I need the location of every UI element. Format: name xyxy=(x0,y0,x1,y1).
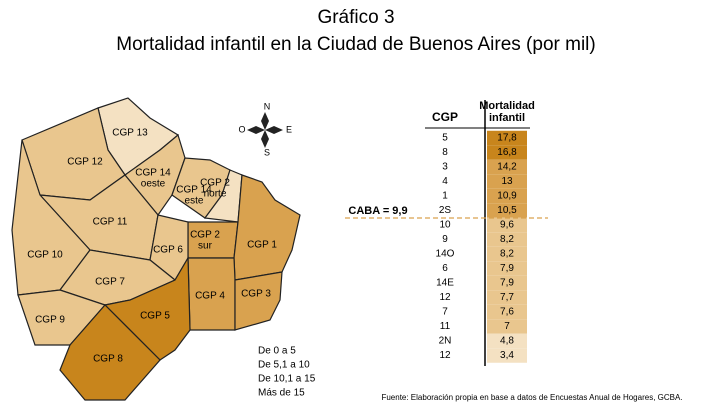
district xyxy=(203,169,243,223)
value-cell xyxy=(487,304,527,320)
value-text: 7,9 xyxy=(500,263,514,274)
value-text: 8,2 xyxy=(500,234,514,245)
value-cell xyxy=(487,159,527,175)
value-text: 7,9 xyxy=(500,278,514,289)
map-label: CGP 8 xyxy=(93,354,123,365)
district xyxy=(59,304,161,401)
value-text: 4,8 xyxy=(500,336,514,347)
map-label: CGP 2 norte xyxy=(200,177,230,199)
map-label: CGP 12 xyxy=(67,157,103,168)
cgp-cell: 3 xyxy=(442,162,448,173)
value-text: 7 xyxy=(504,321,510,332)
value-cell xyxy=(487,348,527,363)
value-text: 16,8 xyxy=(497,147,517,158)
subtitle: Mortalidad infantil en la Ciudad de Buen… xyxy=(116,34,595,55)
value-cell xyxy=(487,275,527,291)
value-text: 8,2 xyxy=(500,249,514,260)
cgp-cell: 6 xyxy=(442,263,448,274)
map-label: CGP 2 sur xyxy=(190,229,220,251)
legend-label: De 5,1 a 10 xyxy=(258,360,310,371)
compass-n: N xyxy=(264,101,271,111)
compass-w: O xyxy=(238,124,245,134)
district xyxy=(234,271,283,331)
value-text: 10,5 xyxy=(497,205,517,216)
table: CGP Mortalidad infantil 5 17,8 8 16,8 3 14,2 4 13 1… xyxy=(425,100,535,366)
cgp-cell: 1 xyxy=(442,191,448,202)
compass-e: E xyxy=(286,124,292,134)
value-text: 14,2 xyxy=(497,162,517,173)
value-text: 9,6 xyxy=(500,220,514,231)
cgp-cell: 12 xyxy=(439,350,451,361)
cgp-cell: 14E xyxy=(436,278,454,289)
legend-label: De 0 a 5 xyxy=(258,346,296,357)
cgp-cell: 4 xyxy=(442,176,448,187)
value-cell xyxy=(487,188,527,204)
compass-s: S xyxy=(264,147,270,157)
map-label: CGP 1 xyxy=(247,240,277,251)
value-cell xyxy=(487,130,527,146)
map-label: CGP 6 xyxy=(153,245,183,256)
reference-label: CABA = 9,9 xyxy=(348,205,407,217)
value-cell xyxy=(487,232,527,247)
cgp-cell: 11 xyxy=(440,321,451,332)
value-cell xyxy=(487,203,527,218)
value-text: 7,6 xyxy=(500,307,514,318)
map-label: CGP 4 xyxy=(195,291,225,302)
district xyxy=(233,174,301,281)
value-text: 13 xyxy=(501,176,513,187)
map xyxy=(11,97,301,401)
title: Gráfico 3 xyxy=(317,7,394,28)
cgp-cell: 8 xyxy=(442,147,448,158)
value-cell xyxy=(487,246,527,262)
value-cell xyxy=(487,217,527,233)
cgp-cell: 5 xyxy=(442,133,448,144)
source: Fuente: Elaboración propia en base a dat… xyxy=(381,393,682,402)
map-label: CGP 14 este xyxy=(176,184,212,206)
table-header: Mortalidad infantil xyxy=(479,100,535,124)
legend: De 0 a 5 De 5,1 a 10 De 10,1 a 15 Más de 15 xyxy=(258,346,316,399)
map-label: CGP 10 xyxy=(27,250,63,261)
map-label: CGP 9 xyxy=(35,315,65,326)
value-cell xyxy=(487,261,527,276)
district xyxy=(103,255,191,361)
cgp-cell: 10 xyxy=(439,220,451,231)
value-cell xyxy=(487,174,527,189)
value-text: 10,9 xyxy=(497,191,517,202)
cgp-cell: 2S xyxy=(439,205,452,216)
value-cell xyxy=(487,319,527,334)
map-label: CGP 13 xyxy=(112,128,148,139)
cgp-cell: 7 xyxy=(442,307,448,318)
map-label: CGP 14 oeste xyxy=(135,167,171,189)
value-text: 7,7 xyxy=(500,292,514,303)
cgp-cell: 9 xyxy=(442,234,448,245)
cgp-cell: 2N xyxy=(439,336,452,347)
value-cell xyxy=(487,333,527,349)
value-text: 17,8 xyxy=(497,133,517,144)
map-label: CGP 5 xyxy=(140,311,170,322)
legend-label: De 10,1 a 15 xyxy=(258,374,316,385)
table-header: CGP xyxy=(432,110,458,124)
map-label: CGP 3 xyxy=(241,289,271,300)
value-cell xyxy=(487,290,527,305)
cgp-cell: 14O xyxy=(436,249,455,260)
cgp-cell: 12 xyxy=(439,292,451,303)
legend-label: Más de 15 xyxy=(258,388,305,399)
value-cell xyxy=(487,145,527,160)
compass: N S E O xyxy=(238,101,292,157)
map-label: CGP 7 xyxy=(95,277,125,288)
map-label: CGP 11 xyxy=(93,217,128,228)
value-text: 3,4 xyxy=(500,350,514,361)
